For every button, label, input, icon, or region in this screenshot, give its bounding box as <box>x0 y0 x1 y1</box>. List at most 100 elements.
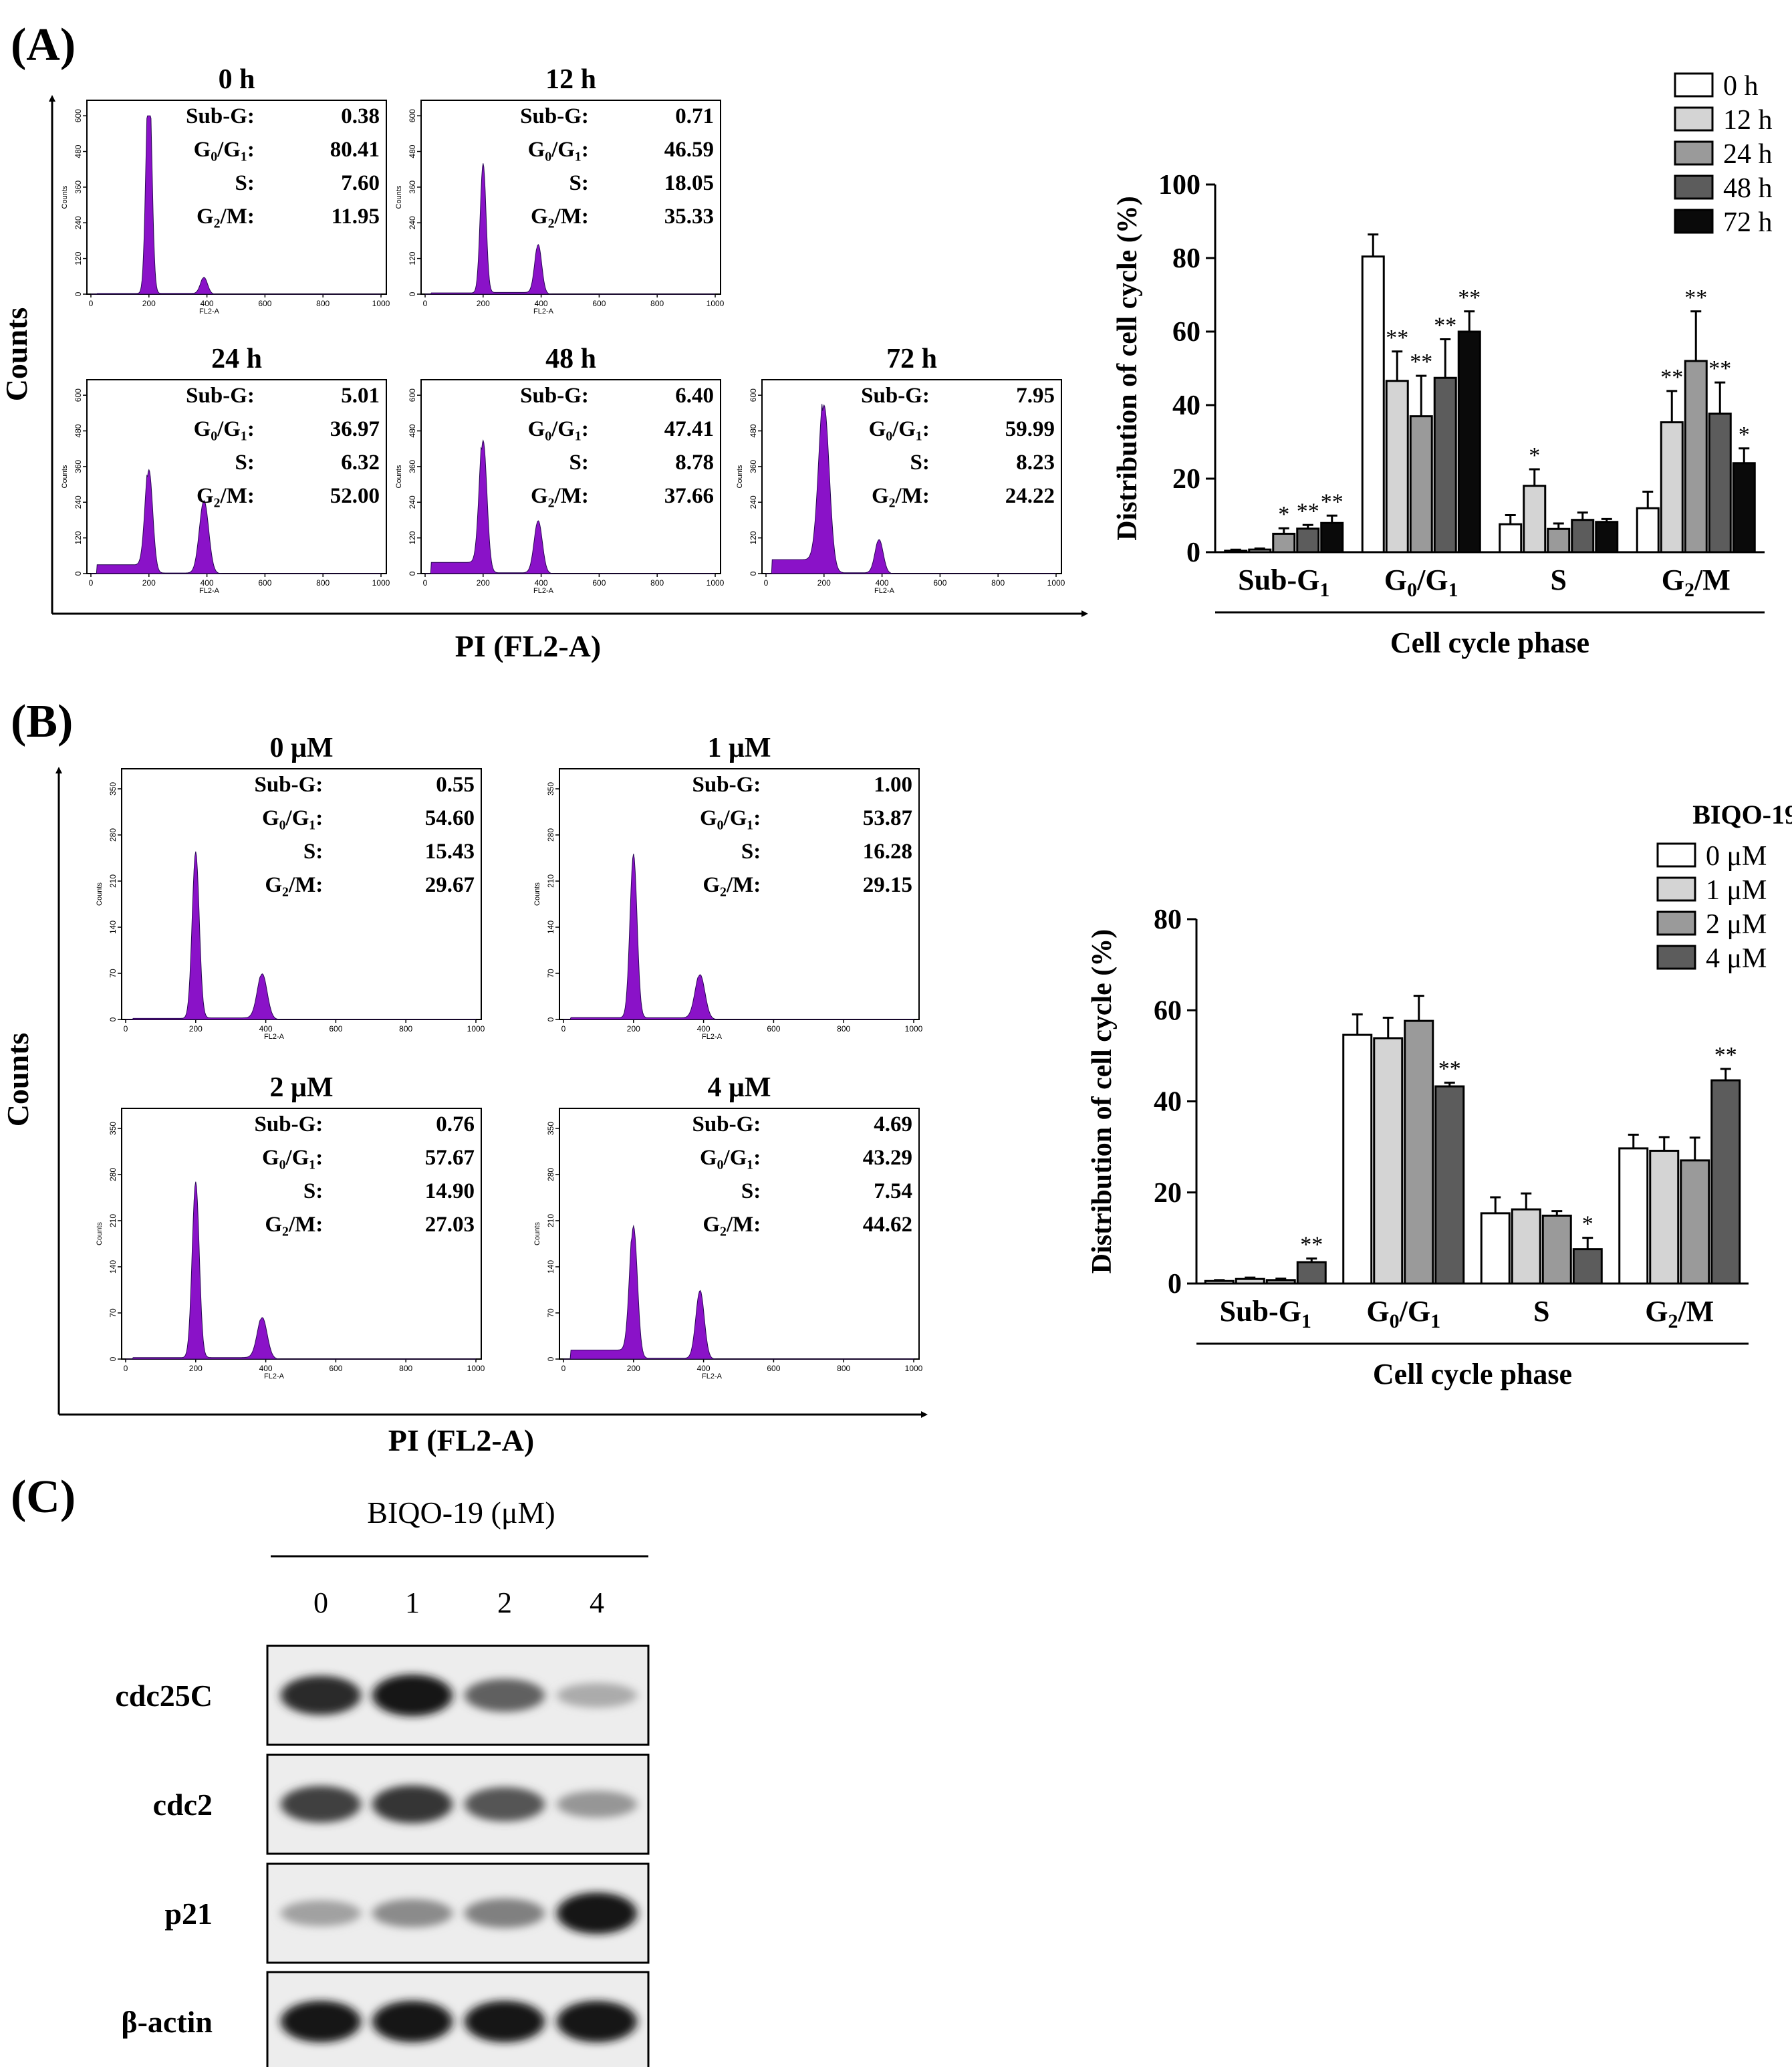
blot-row: β-actin <box>121 1971 650 2067</box>
y-tick-label: 210 <box>108 1214 118 1227</box>
bar <box>1434 1085 1465 1285</box>
blot-row: cdc2 <box>153 1753 650 1855</box>
bar <box>1649 1149 1680 1285</box>
y-tick-label: 0 <box>408 571 417 576</box>
x-tick-label: 600 <box>592 299 606 308</box>
significance-mark: ** <box>1714 1043 1737 1068</box>
phase-label: S: <box>569 451 589 475</box>
tiny-y-label: Counts <box>96 1222 104 1245</box>
x-tick-label: 600 <box>258 299 271 308</box>
significance-mark: * <box>1582 1212 1593 1237</box>
y-tick-label: 60 <box>1154 995 1182 1026</box>
histogram-title: 72 h <box>886 344 937 374</box>
phase-value: 14.90 <box>425 1179 475 1203</box>
phase-value: 44.62 <box>863 1213 912 1237</box>
category-label-part: 0 <box>1407 579 1417 601</box>
x-axis-title: Cell cycle phase <box>1390 626 1589 659</box>
x-tick-label: 800 <box>650 299 664 308</box>
bar <box>1409 415 1433 554</box>
blot-band <box>557 1892 637 1935</box>
y-tick-label: 120 <box>408 531 417 544</box>
y-axis-title: Distribution of cell cycle (%) <box>1087 929 1118 1274</box>
significance-mark: ** <box>1708 356 1731 381</box>
x-tick-label: 400 <box>259 1364 273 1373</box>
legend-swatch <box>1674 72 1714 98</box>
legend-label: 24 h <box>1723 139 1773 170</box>
y-tick-label: 80 <box>1154 904 1182 935</box>
blot-row-label: p21 <box>164 1897 213 1931</box>
x-tick-label: 800 <box>399 1364 412 1373</box>
phase-label: G₂/M: <box>197 205 255 229</box>
y-tick-label: 0 <box>74 291 83 296</box>
x-tick-label: 600 <box>258 578 271 588</box>
histogram-b-0: 0 μM 0 70 140 210 280 350 Counts 0 200 400 600 800 10… <box>96 733 485 1041</box>
panel-label-b: (B) <box>11 696 73 747</box>
x-tick-label: 1000 <box>372 578 390 588</box>
blot-band <box>372 2000 453 2043</box>
significance-mark: ** <box>1660 365 1683 390</box>
histogram-frame <box>420 379 721 574</box>
tiny-y-label: Counts <box>533 882 541 906</box>
y-tick-label: 140 <box>546 1260 555 1273</box>
x-tick-label: 800 <box>837 1024 850 1034</box>
y-tick-label: 70 <box>108 1308 118 1318</box>
legend-label: 0 h <box>1723 71 1759 102</box>
bar <box>1732 462 1756 554</box>
category-label-part: /G <box>1416 564 1448 596</box>
y-tick-label: 40 <box>1154 1087 1182 1118</box>
category-label-part: Sub-G <box>1238 564 1319 596</box>
x-tick-label: 0 <box>124 1364 128 1373</box>
x-tick-label: 1000 <box>372 299 390 308</box>
panel-label-c: (C) <box>11 1471 76 1523</box>
category-label-part: /M <box>1694 564 1731 596</box>
y-tick-label: 240 <box>408 216 417 229</box>
blot-band <box>465 1898 545 1929</box>
x-tick-label: 1000 <box>1047 578 1065 588</box>
tiny-x-label: FL2-A <box>264 1033 285 1041</box>
category-label-part: G <box>1384 564 1407 596</box>
x-tick-label: 0 <box>764 578 769 588</box>
phase-value: 15.43 <box>425 840 475 864</box>
significance-mark: * <box>1739 422 1750 447</box>
phase-label: Sub-G: <box>861 384 930 408</box>
y-tick-label: 240 <box>749 495 758 509</box>
legend-swatch <box>1674 140 1714 166</box>
lane-label: 2 <box>497 1586 512 1619</box>
y-tick-label: 120 <box>74 251 83 265</box>
y-tick-label: 280 <box>546 1168 555 1181</box>
blot-row: cdc25C <box>115 1645 650 1746</box>
phase-label: G₀/G₁: <box>528 417 589 441</box>
category-label: S <box>1551 564 1567 596</box>
bar <box>1272 532 1296 554</box>
y-tick-label: 210 <box>108 874 118 888</box>
histogram-distribution <box>425 439 715 574</box>
x-tick-label: 400 <box>876 578 889 588</box>
histogram-a-2: 24 h 0 120 240 360 480 600 Counts 0 200 400 600 800 1… <box>61 344 390 595</box>
bar <box>1224 550 1248 554</box>
bar <box>1320 521 1344 554</box>
y-tick-label: 600 <box>74 388 83 402</box>
bar <box>1296 527 1320 554</box>
phase-value: 1.00 <box>874 773 912 797</box>
category-label-part: G <box>1366 1295 1389 1328</box>
phase-label: G₀/G₁: <box>194 417 255 441</box>
y-tick-label: 210 <box>546 874 555 888</box>
x-tick-label: 400 <box>535 578 548 588</box>
category-label-part: 1 <box>1430 1310 1440 1332</box>
blot-band <box>465 1679 545 1712</box>
histogram-title: 24 h <box>211 344 262 374</box>
x-tick-label: 1000 <box>707 299 725 308</box>
counts-label-a: Counts <box>0 308 33 402</box>
tiny-x-label: FL2-A <box>199 587 220 595</box>
x-tick-label: 400 <box>697 1024 711 1034</box>
y-tick-label: 280 <box>546 828 555 842</box>
phase-label: G₀/G₁: <box>194 138 255 162</box>
phase-label: Sub-G: <box>520 384 589 408</box>
y-tick-label: 480 <box>408 424 417 437</box>
phase-label: G₂/M: <box>702 1213 761 1237</box>
significance-mark: ** <box>1434 313 1456 338</box>
y-tick-label: 0 <box>408 291 417 296</box>
phase-value: 53.87 <box>863 806 912 830</box>
legend-label: 12 h <box>1723 105 1773 136</box>
